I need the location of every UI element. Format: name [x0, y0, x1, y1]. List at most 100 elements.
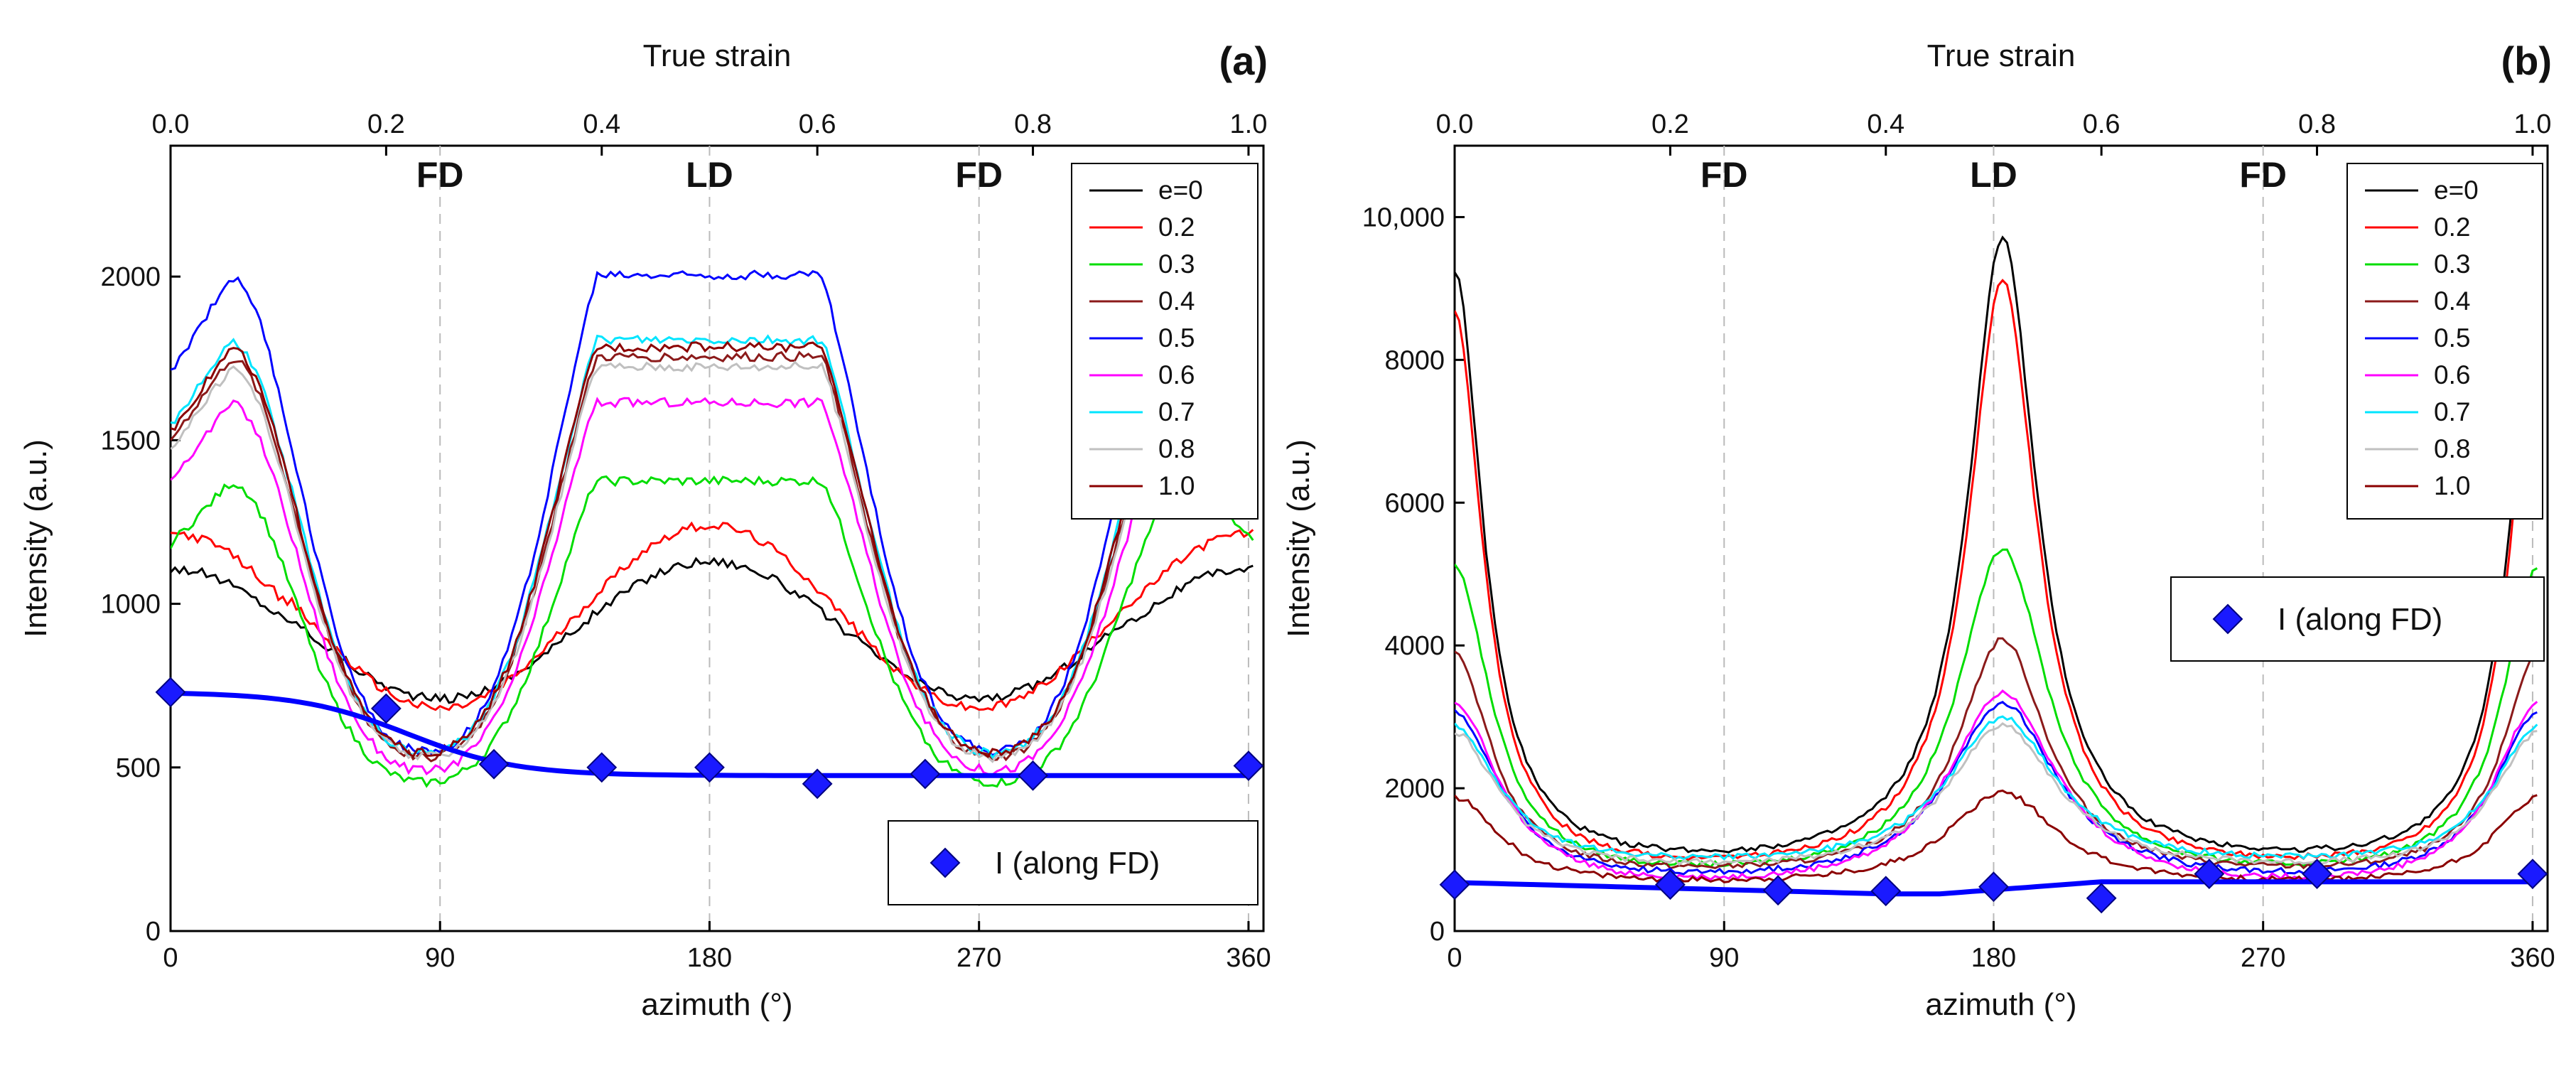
y-tick-label: 0	[146, 917, 161, 947]
x-top-tick-label: 0.6	[2083, 109, 2120, 139]
legend-entry-label: 0.4	[2434, 286, 2470, 316]
series-line-e0	[1455, 235, 2538, 854]
x-top-axis-title: True strain	[1927, 38, 2076, 73]
direction-label: LD	[1970, 155, 2017, 195]
direction-label: FD	[2239, 155, 2287, 195]
series-line-08	[1455, 722, 2538, 866]
fd-series-point	[1762, 875, 1794, 906]
series-group	[171, 269, 1254, 788]
x-tick-label: 270	[2241, 943, 2285, 973]
panel-label: (a)	[1219, 38, 1268, 83]
legend-entry-label: 0.7	[2434, 397, 2470, 426]
legend-entry-label: 0.6	[2434, 360, 2470, 389]
x-top-tick-label: 0.4	[583, 109, 620, 139]
fd-series-point	[1870, 876, 1902, 907]
legend-entry-label: 0.8	[1158, 434, 1195, 463]
legend-box	[1071, 163, 1259, 520]
legend-entry-label: 0.8	[2434, 434, 2470, 463]
plot-frame	[169, 144, 1265, 932]
x-top-tick-label: 0.2	[1651, 109, 1689, 139]
series-line-08	[171, 360, 1254, 763]
series-group	[1455, 235, 2538, 883]
fd-series-point	[1654, 869, 1686, 900]
y-tick-label: 1500	[100, 426, 161, 456]
series-line-05	[1455, 701, 2538, 876]
fd-series-point	[910, 758, 941, 790]
x-axis-title: azimuth (°)	[641, 987, 792, 1022]
x-tick-label: 0	[163, 943, 178, 973]
x-top-tick-label: 0.4	[1867, 109, 1904, 139]
legend-entry-label: 0.5	[1158, 323, 1195, 353]
fd-series-point	[2086, 883, 2117, 914]
y-tick-label: 0	[1430, 917, 1445, 947]
legend-entry-label: 0.4	[1158, 286, 1195, 316]
y-tick-label: 1000	[100, 590, 161, 620]
legend-entry-label: 0.3	[1158, 249, 1195, 279]
x-axis-title: azimuth (°)	[1925, 987, 2076, 1022]
legend-entry-label: 0.2	[2434, 213, 2470, 242]
fd-series-point	[155, 677, 186, 708]
fd-series-point	[2302, 859, 2332, 890]
panel-a: FD LD FD 0 90 180 270 360 0.0 0.2 0.4 0.6 0.8 1.0 0 500…	[18, 38, 1271, 1022]
fd-series-point	[478, 748, 510, 780]
y-axis-title: Intensity (a.u.)	[18, 439, 53, 638]
direction-label: LD	[686, 155, 733, 195]
fd-series-point	[370, 693, 402, 724]
series-line-02	[1455, 279, 2538, 861]
legend-entry-label: e=0	[2434, 176, 2479, 205]
x-top-tick-label: 0.8	[2298, 109, 2336, 139]
series-line-06	[1455, 689, 2538, 881]
x-tick-label: 360	[2510, 943, 2555, 973]
x-top-tick-label: 1.0	[1230, 109, 1268, 139]
direction-label: FD	[416, 155, 464, 195]
legend-entry-label: 0.2	[1158, 213, 1195, 242]
x-tick-label: 270	[956, 943, 1001, 973]
fd-series-point	[1018, 760, 1048, 791]
x-top-tick-label: 0.0	[1436, 109, 1474, 139]
x-top-tick-label: 0.8	[1014, 109, 1052, 139]
y-tick-label: 2000	[1384, 774, 1445, 804]
x-top-tick-label: 0.6	[799, 109, 836, 139]
series-line-07	[171, 334, 1254, 760]
y-tick-label: 4000	[1384, 631, 1445, 661]
fd-legend-label: I (along FD)	[2278, 602, 2442, 637]
fd-series-point	[586, 752, 618, 783]
fd-series-point	[1233, 751, 1264, 781]
x-tick-label: 180	[1971, 943, 2016, 973]
x-tick-label: 360	[1226, 943, 1271, 973]
fd-series-point	[1439, 869, 1470, 900]
fd-series-point	[2194, 859, 2225, 890]
legend-entry-label: 1.0	[1158, 471, 1195, 500]
fd-series-point	[802, 768, 833, 800]
y-tick-label: 2000	[100, 262, 161, 292]
series-line-05	[171, 269, 1254, 757]
panel-label: (b)	[2501, 38, 2552, 83]
y-axis-title: Intensity (a.u.)	[1281, 439, 1316, 638]
series-line-06	[171, 397, 1254, 776]
x-tick-label: 90	[425, 943, 455, 973]
fd-legend-marker	[929, 847, 961, 878]
direction-label: FD	[1701, 155, 1748, 195]
fd-series-point	[2517, 859, 2548, 890]
fd-series-point	[694, 752, 725, 783]
legend-entry-label: 0.6	[1158, 360, 1195, 389]
series-line-03	[171, 475, 1254, 788]
series-line-04	[1455, 637, 2538, 870]
legend-entry-label: 0.7	[1158, 397, 1195, 426]
legend-entry-label: 0.5	[2434, 323, 2470, 353]
x-top-tick-label: 0.0	[152, 109, 190, 139]
fd-legend-label: I (along FD)	[995, 846, 1160, 881]
fd-legend-marker	[2212, 603, 2243, 635]
series-line-02	[171, 521, 1254, 711]
y-tick-label: 8000	[1384, 345, 1445, 375]
x-top-tick-label: 1.0	[2514, 109, 2552, 139]
x-top-tick-label: 0.2	[367, 109, 405, 139]
y-tick-label: 6000	[1384, 488, 1445, 518]
legend-entry-label: e=0	[1158, 176, 1203, 205]
legend-entry-label: 1.0	[2434, 471, 2470, 500]
y-tick-label: 10,000	[1362, 203, 1445, 232]
plot-frame	[1453, 144, 2549, 932]
panel-b: FD LD FD 0 90 180 270 360 0.0 0.2 0.4 0.6 0.8 1.0 0 200…	[1281, 38, 2555, 1022]
